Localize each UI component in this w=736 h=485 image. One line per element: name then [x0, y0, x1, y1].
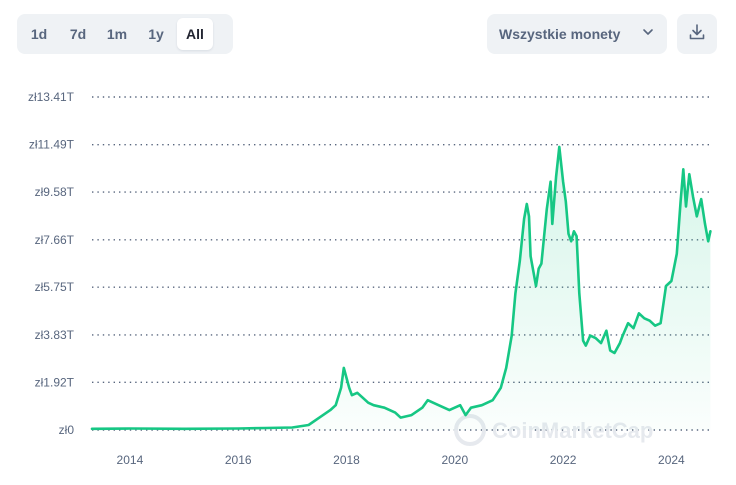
area-fill: [92, 146, 711, 430]
y-tick-label: zł1.92T: [35, 375, 75, 389]
y-tick-label: zł7.66T: [35, 233, 75, 247]
download-button[interactable]: [677, 14, 717, 54]
y-tick-label: zł11.49T: [29, 138, 75, 152]
range-tab-all[interactable]: All: [177, 18, 213, 50]
range-tab-1d[interactable]: 1d: [30, 26, 48, 42]
y-tick-label: zł9.58T: [35, 185, 75, 199]
range-tab-1y[interactable]: 1y: [148, 26, 164, 42]
x-tick-label: 2022: [550, 453, 577, 467]
x-axis: 2014 2016 2018 2020 2022 2024: [117, 453, 686, 467]
download-icon: [688, 23, 706, 46]
coin-select-dropdown[interactable]: Wszystkie monety: [487, 14, 667, 54]
range-tab-7d[interactable]: 7d: [69, 26, 87, 42]
y-tick-label: zł0: [59, 423, 75, 437]
coin-select-label: Wszystkie monety: [499, 26, 621, 42]
x-tick-label: 2020: [441, 453, 468, 467]
x-tick-label: 2018: [333, 453, 360, 467]
x-tick-label: 2014: [117, 453, 144, 467]
y-tick-label: zł13.41T: [28, 90, 75, 104]
y-tick-label: zł5.75T: [35, 280, 75, 294]
y-tick-label: zł3.83T: [35, 328, 75, 342]
chevron-down-icon: [641, 25, 655, 44]
y-axis: zł0 zł1.92T zł3.83T zł5.75T zł7.66T zł9.58T zł…: [28, 90, 75, 437]
range-tab-1m[interactable]: 1m: [106, 26, 128, 42]
x-tick-label: 2016: [225, 453, 252, 467]
x-tick-label: 2024: [658, 453, 685, 467]
time-range-tabs: 1d 7d 1m 1y All: [17, 14, 233, 54]
market-cap-line: [90, 145, 712, 431]
